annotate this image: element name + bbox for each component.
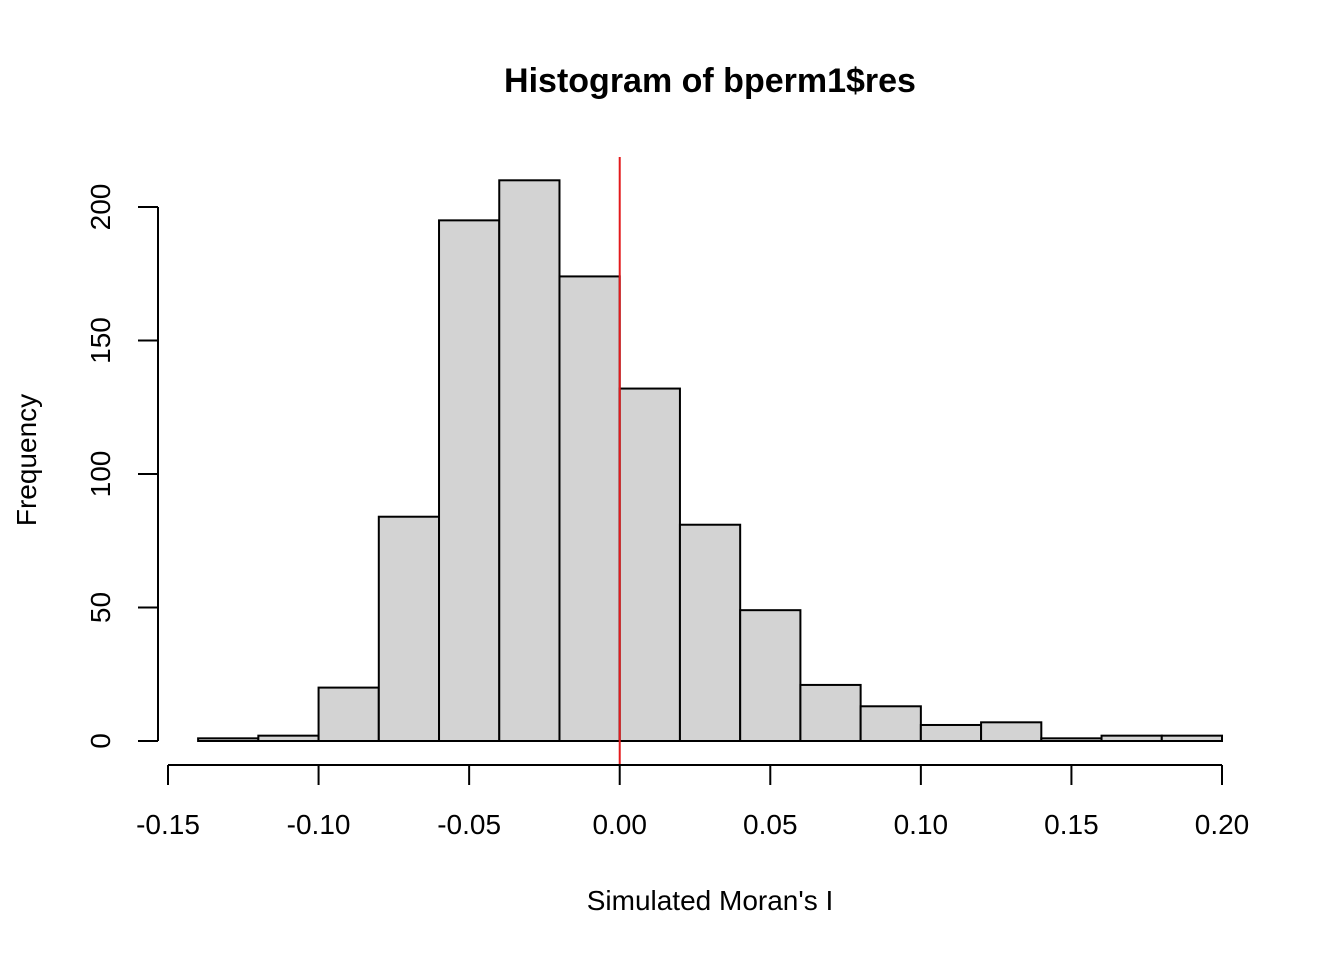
histogram-bar	[980, 721, 1043, 742]
x-tick-label: 0.10	[894, 809, 949, 840]
histogram-bar	[618, 387, 681, 742]
histogram-bar	[859, 705, 922, 742]
histogram-bar	[377, 515, 441, 742]
y-tick-label: 0	[85, 733, 116, 749]
histogram-bar	[498, 179, 561, 743]
histogram-bar	[1040, 737, 1103, 743]
y-tick-label: 100	[85, 451, 116, 498]
x-axis: -0.15 -0.10 -0.05 0.00 0.05 0.10 0.15 0.20	[136, 764, 1250, 840]
x-tick-label: 0.20	[1195, 809, 1250, 840]
histogram-bar	[197, 737, 260, 743]
x-tick-label: 0.05	[743, 809, 798, 840]
y-axis-label: Frequency	[11, 394, 42, 526]
histogram-bar	[1100, 734, 1163, 742]
histogram-bar	[919, 723, 983, 742]
x-tick-label: -0.15	[136, 809, 200, 840]
x-axis-label: Simulated Moran's I	[587, 885, 834, 916]
x-tick-label: 0.00	[592, 809, 647, 840]
histogram-bar	[257, 734, 320, 742]
y-tick-label: 200	[85, 184, 116, 231]
x-tick-label: -0.05	[437, 809, 501, 840]
x-tick-label: 0.15	[1044, 809, 1099, 840]
histogram-bar	[317, 686, 380, 742]
histogram-bar	[678, 523, 742, 742]
chart-title: Histogram of bperm1$res	[504, 62, 916, 100]
histogram-bar	[438, 219, 501, 743]
y-tick-label: 50	[85, 592, 116, 623]
x-tick-label: -0.10	[287, 809, 351, 840]
histogram-bar	[1160, 734, 1224, 742]
bars-group	[197, 179, 1224, 743]
histogram-bar	[558, 275, 621, 742]
histogram-bar	[739, 609, 802, 742]
y-tick-label: 150	[85, 317, 116, 364]
histogram-bar	[799, 683, 862, 742]
y-axis: 0 50 100 150 200	[85, 184, 159, 749]
